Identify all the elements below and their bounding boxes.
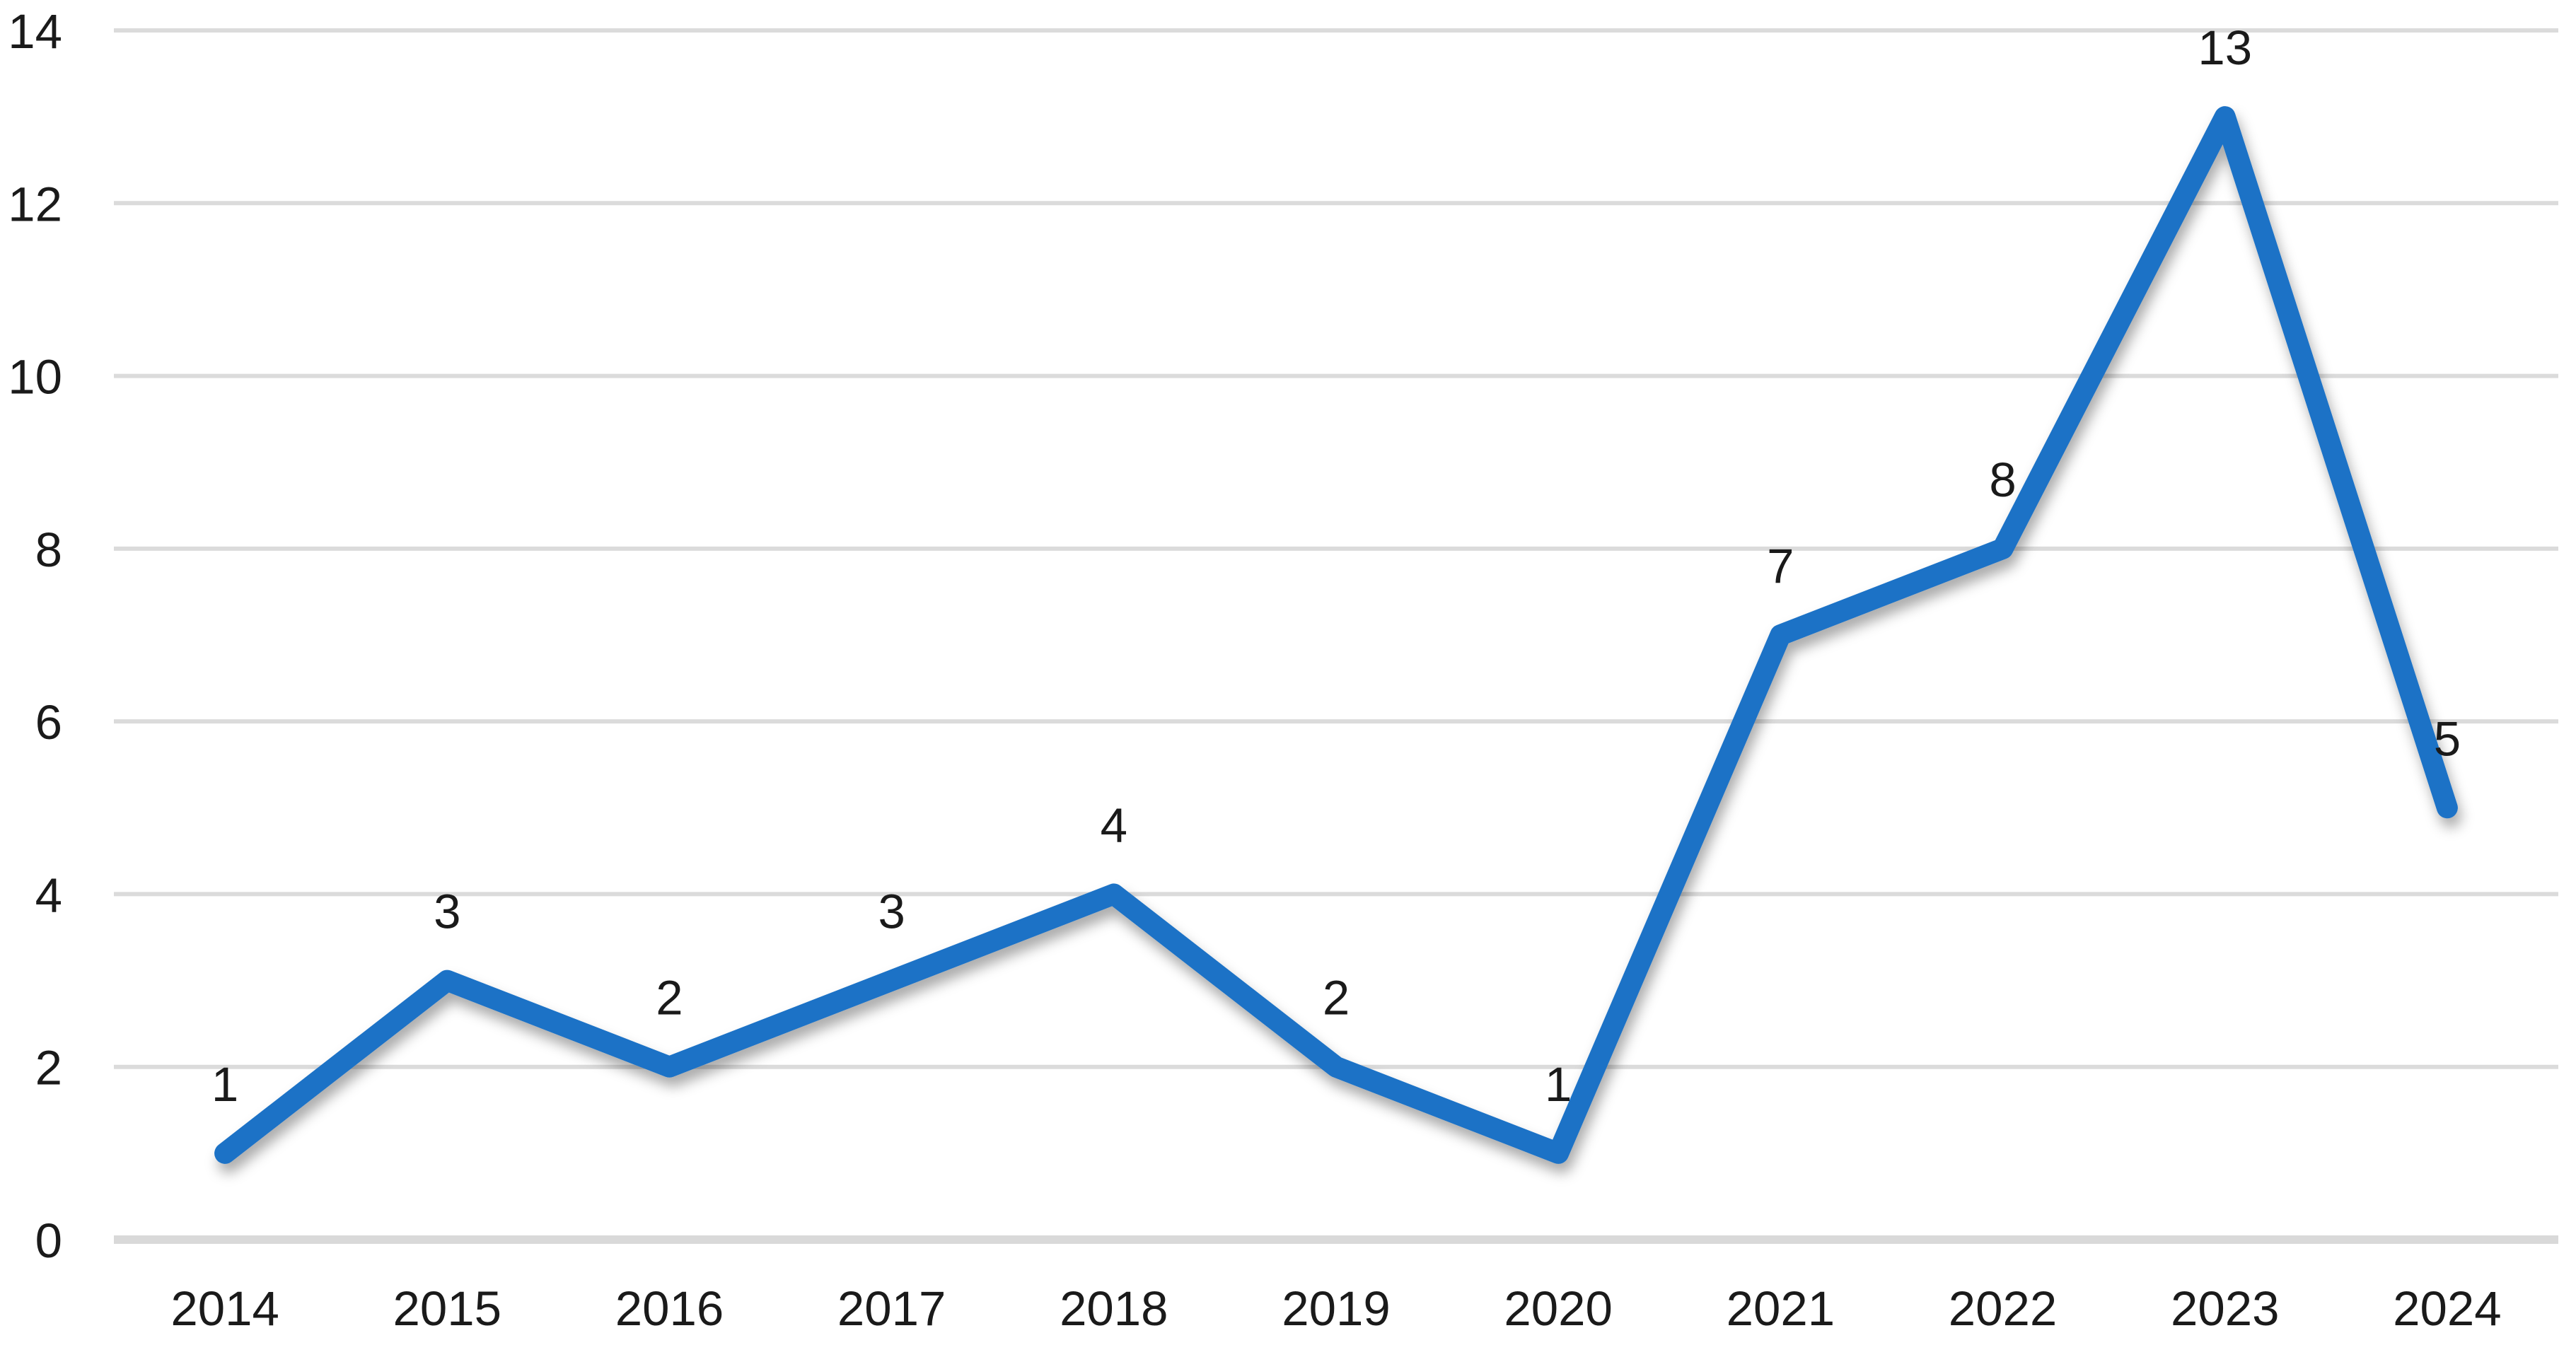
x-axis-tick-label: 2019 bbox=[1282, 1281, 1391, 1336]
x-axis-tick-label: 2021 bbox=[1727, 1281, 1835, 1336]
y-axis-tick-label: 10 bbox=[8, 350, 62, 404]
data-series-line bbox=[214, 106, 2458, 1164]
x-axis-tick-labels: 2014 2015 2016 2017 2018 2019 2020 2021 2022 2023… bbox=[170, 1281, 2501, 1336]
x-axis-tick-label: 2016 bbox=[615, 1281, 724, 1336]
y-axis-tick-label: 4 bbox=[35, 868, 62, 922]
y-axis-tick-label: 12 bbox=[8, 177, 62, 231]
data-series bbox=[214, 106, 2458, 1164]
data-label: 13 bbox=[2198, 21, 2252, 75]
y-axis-tick-label: 0 bbox=[35, 1213, 62, 1268]
x-axis-tick-label: 2020 bbox=[1504, 1281, 1613, 1336]
data-label: 3 bbox=[434, 885, 460, 939]
data-label: 7 bbox=[1767, 539, 1794, 593]
data-label: 5 bbox=[2434, 711, 2461, 766]
gridlines bbox=[114, 28, 2558, 1244]
y-axis-tick-label: 8 bbox=[35, 523, 62, 577]
y-axis-tick-labels: 0 2 4 6 8 10 12 14 bbox=[8, 4, 62, 1268]
y-axis-tick-label: 6 bbox=[35, 695, 62, 750]
data-label: 3 bbox=[878, 885, 905, 939]
data-label: 2 bbox=[656, 971, 683, 1025]
y-axis-tick-label: 14 bbox=[8, 4, 62, 59]
data-label: 1 bbox=[1545, 1057, 1572, 1112]
data-label: 4 bbox=[1101, 798, 1127, 852]
x-axis-tick-label: 2015 bbox=[393, 1281, 502, 1336]
x-axis-tick-label: 2022 bbox=[1949, 1281, 2058, 1336]
x-axis-tick-label: 2017 bbox=[837, 1281, 946, 1336]
x-axis-tick-label: 2023 bbox=[2171, 1281, 2280, 1336]
data-label: 8 bbox=[1989, 453, 2016, 507]
data-label: 1 bbox=[211, 1057, 238, 1112]
x-axis-tick-label: 2018 bbox=[1060, 1281, 1168, 1336]
data-label: 2 bbox=[1323, 971, 1350, 1025]
x-axis-tick-label: 2014 bbox=[170, 1281, 279, 1336]
y-axis-tick-label: 2 bbox=[35, 1041, 62, 1095]
x-axis-tick-label: 2024 bbox=[2393, 1281, 2502, 1336]
